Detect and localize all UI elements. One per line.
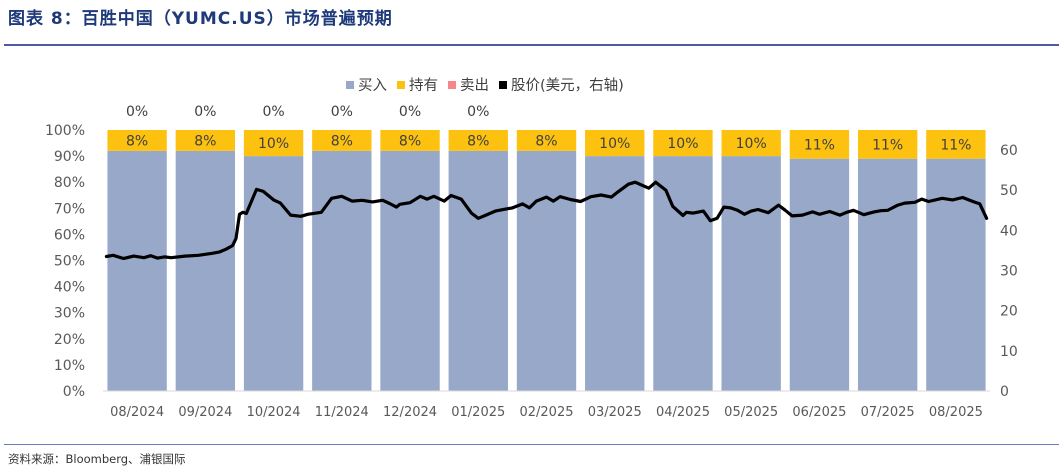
bar-buy: [585, 156, 645, 391]
y-tick-right: 0: [1000, 384, 1009, 400]
data-label-hold: 10%: [667, 136, 698, 152]
data-label-hold: 11%: [872, 137, 903, 153]
data-label-hold: 10%: [599, 136, 630, 152]
bar-buy: [107, 150, 167, 391]
data-label-hold: 8%: [535, 133, 557, 149]
x-tick-label: 06/2025: [792, 405, 846, 420]
x-tick-label: 07/2025: [861, 405, 915, 420]
title-divider: [4, 44, 1059, 46]
data-label-sell: 0%: [126, 104, 148, 120]
data-label-hold: 8%: [194, 133, 216, 149]
legend-label: 持有: [409, 77, 438, 94]
legend-label: 卖出: [460, 77, 489, 94]
y-tick-right: 60: [1000, 143, 1018, 159]
data-label-hold: 10%: [736, 136, 767, 152]
y-tick-left: 20%: [54, 332, 85, 348]
figure-title: 图表 8：百胜中国（YUMC.US）市场普遍预期: [8, 9, 393, 29]
legend-label: 买入: [358, 77, 387, 94]
legend-swatch: [499, 81, 507, 89]
bar-buy: [653, 156, 713, 391]
x-tick-label: 10/2024: [247, 405, 301, 420]
bar-buy: [789, 158, 850, 391]
x-tick-label: 01/2025: [451, 405, 505, 420]
price-line: [104, 180, 989, 261]
y-tick-left: 30%: [54, 306, 85, 322]
y-tick-left: 40%: [54, 280, 85, 296]
segment-labels: 8% 8% 10% 8% 8% 8% 8% 10% 10% 10% 11% 11% 11%: [126, 133, 971, 153]
data-label-hold: 10%: [258, 136, 289, 152]
bar-hold: [585, 130, 645, 157]
bar-buy: [175, 150, 236, 391]
y-tick-right: 30: [1000, 264, 1018, 280]
footer-divider: [4, 444, 1059, 445]
bar-buy: [516, 150, 577, 391]
y-axis-left: 0% 10% 20% 30% 40% 50% 60% 70% 80% 90% 100%: [45, 123, 85, 400]
sell-labels: 0% 0% 0% 0% 0% 0%: [126, 104, 489, 120]
data-label-hold: 8%: [126, 133, 148, 149]
bar-hold: [516, 130, 577, 151]
data-label-sell: 0%: [194, 104, 216, 120]
y-tick-right: 40: [1000, 223, 1018, 239]
bar-hold: [107, 130, 167, 151]
bar-hold: [789, 130, 850, 159]
data-label-sell: 0%: [467, 104, 489, 120]
x-tick-label: 08/2024: [110, 405, 164, 420]
x-tick-label: 08/2025: [929, 405, 983, 420]
legend-swatch: [346, 81, 354, 89]
bar-hold: [857, 130, 918, 159]
x-tick-label: 09/2024: [178, 405, 232, 420]
bar-buy: [857, 158, 918, 391]
x-tick-label: 02/2025: [519, 405, 573, 420]
data-label-hold: 8%: [467, 133, 489, 149]
bar-hold: [243, 130, 304, 157]
price-line-path: [104, 180, 989, 261]
bar-buy: [312, 150, 372, 391]
bar-buy: [926, 158, 986, 391]
bar-hold: [653, 130, 713, 157]
bar-buy: [243, 156, 304, 391]
bar-group: [107, 130, 986, 391]
bar-hold: [926, 130, 986, 159]
legend-swatch: [448, 81, 456, 89]
data-label-sell: 0%: [399, 104, 421, 120]
y-tick-left: 80%: [54, 175, 85, 191]
y-tick-left: 50%: [54, 254, 85, 270]
x-tick-label: 04/2025: [656, 405, 710, 420]
legend-label: 股价(美元，右轴): [511, 77, 624, 94]
y-tick-right: 20: [1000, 304, 1018, 320]
x-tick-label: 05/2025: [724, 405, 778, 420]
data-label-sell: 0%: [331, 104, 353, 120]
legend-swatch: [397, 81, 405, 89]
bar-buy: [448, 150, 508, 391]
data-label-sell: 0%: [262, 104, 284, 120]
x-axis: 08/2024 09/2024 10/2024 11/2024 12/2024 01/20…: [110, 405, 983, 420]
y-tick-left: 10%: [54, 358, 85, 374]
y-tick-left: 70%: [54, 201, 85, 217]
y-axis-right: 0 10 20 30 40 50 60: [1000, 143, 1018, 400]
source-note: 资料来源：Bloomberg、浦银国际: [8, 452, 186, 466]
y-tick-right: 10: [1000, 344, 1018, 360]
bar-hold: [380, 130, 440, 151]
bar-hold: [312, 130, 372, 151]
y-tick-left: 100%: [45, 123, 85, 139]
chart-legend: 买入 持有 卖出 股价(美元，右轴): [346, 77, 624, 94]
bar-hold: [721, 130, 781, 157]
y-tick-left: 60%: [54, 227, 85, 243]
data-label-hold: 11%: [940, 137, 971, 153]
data-label-hold: 8%: [331, 133, 353, 149]
bar-buy: [380, 150, 440, 391]
y-tick-left: 0%: [63, 384, 85, 400]
data-label-hold: 11%: [804, 137, 835, 153]
y-tick-right: 50: [1000, 183, 1018, 199]
y-tick-left: 90%: [54, 149, 85, 165]
bar-buy: [721, 156, 781, 391]
bar-hold: [448, 130, 508, 151]
x-tick-label: 11/2024: [315, 405, 369, 420]
data-label-hold: 8%: [399, 133, 421, 149]
bar-hold: [175, 130, 236, 151]
x-tick-label: 03/2025: [588, 405, 642, 420]
x-tick-label: 12/2024: [383, 405, 437, 420]
